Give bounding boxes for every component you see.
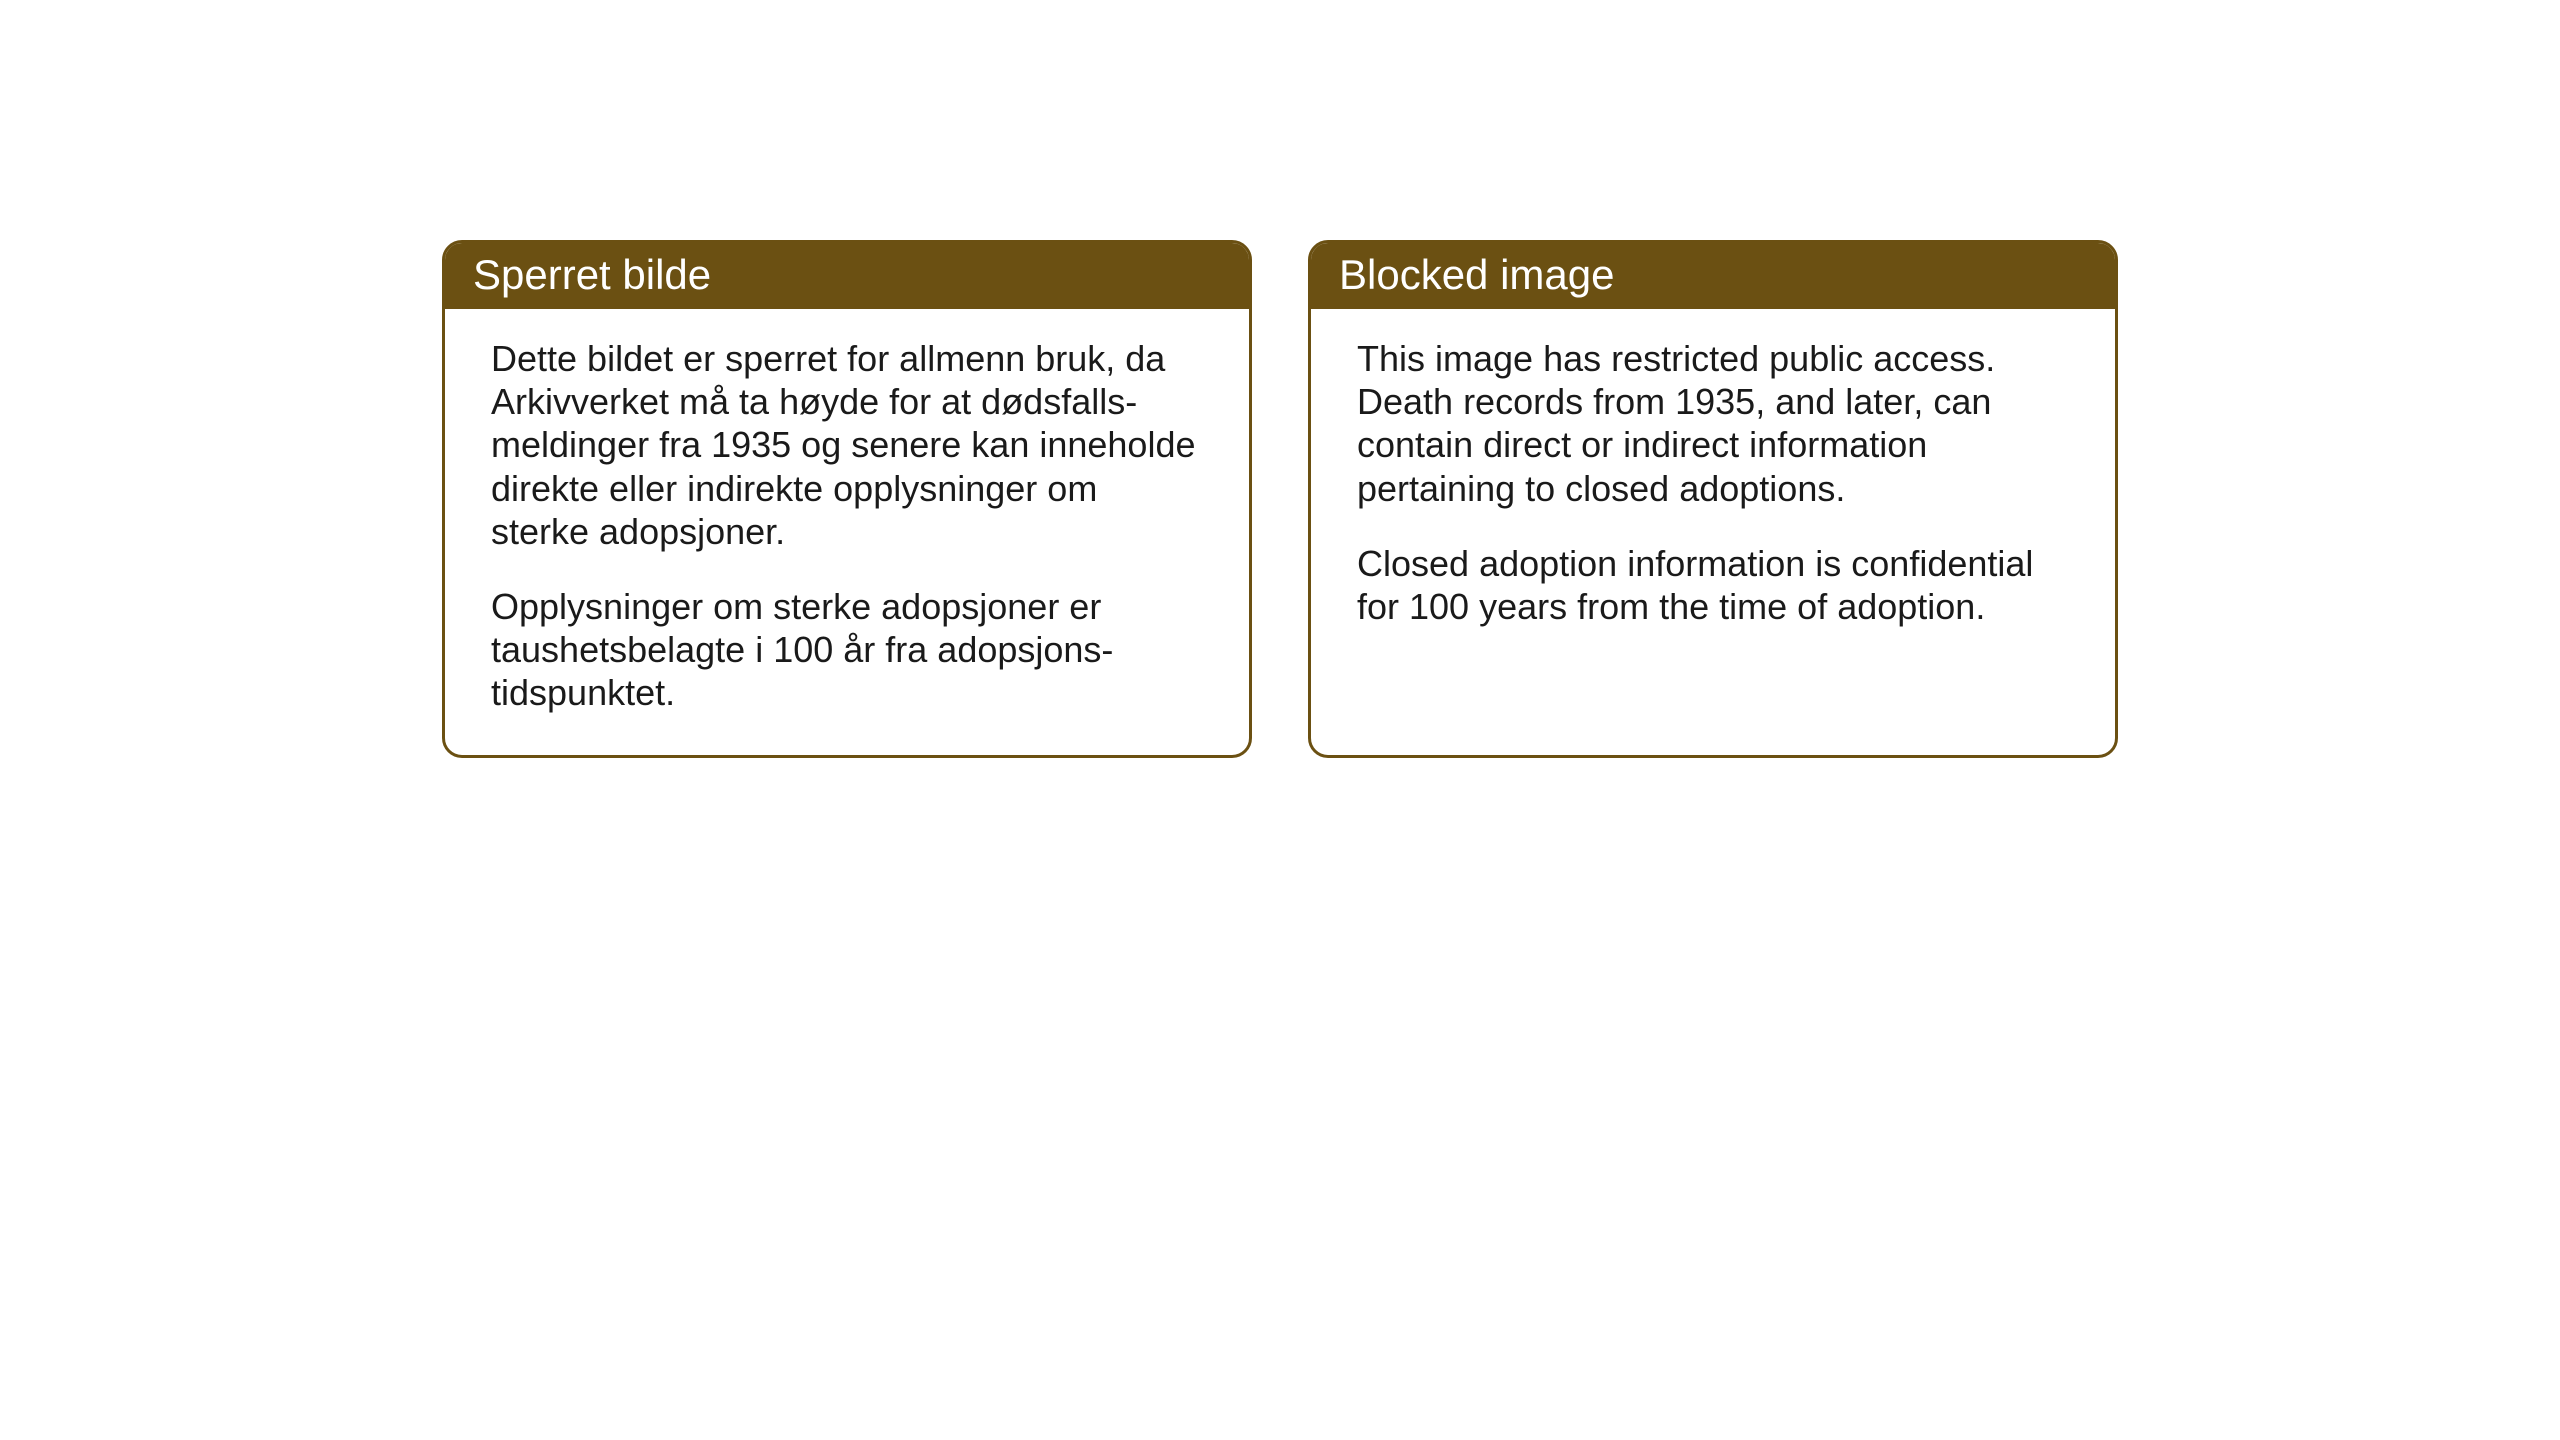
norwegian-notice-card: Sperret bilde Dette bildet er sperret fo… (442, 240, 1252, 758)
english-notice-card: Blocked image This image has restricted … (1308, 240, 2118, 758)
english-paragraph-2: Closed adoption information is confident… (1357, 542, 2069, 628)
english-paragraph-1: This image has restricted public access.… (1357, 337, 2069, 510)
notice-container: Sperret bilde Dette bildet er sperret fo… (442, 240, 2118, 758)
norwegian-card-body: Dette bildet er sperret for allmenn bruk… (445, 309, 1249, 755)
norwegian-paragraph-1: Dette bildet er sperret for allmenn bruk… (491, 337, 1203, 553)
english-card-body: This image has restricted public access.… (1311, 309, 2115, 668)
norwegian-card-title: Sperret bilde (445, 243, 1249, 309)
norwegian-paragraph-2: Opplysninger om sterke adopsjoner er tau… (491, 585, 1203, 715)
english-card-title: Blocked image (1311, 243, 2115, 309)
